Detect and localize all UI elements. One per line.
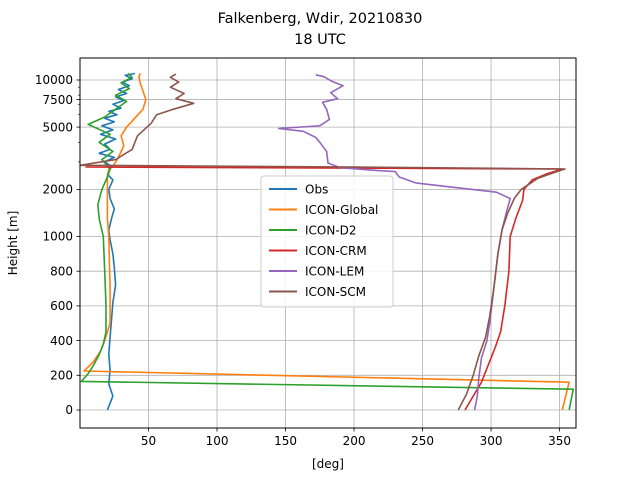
y-axis-ticks: 0 200 400 600 800 1000 2000 5000 7500 10000 bbox=[35, 73, 80, 417]
x-axis-label: [deg] bbox=[312, 457, 344, 471]
legend-label-icon-d2: ICON-D2 bbox=[305, 223, 357, 237]
x-tick-label: 50 bbox=[141, 434, 156, 448]
x-axis-ticks: 50 100 150 200 250 300 350 bbox=[141, 428, 571, 448]
legend: Obs ICON-Global ICON-D2 ICON-CRM ICON-LEM ICO… bbox=[260, 175, 394, 308]
y-tick-label: 200 bbox=[50, 369, 73, 383]
y-tick-label: 600 bbox=[50, 299, 73, 313]
legend-label-icon-crm: ICON-CRM bbox=[305, 244, 367, 258]
plot-frame bbox=[79, 57, 577, 429]
x-tick-label: 200 bbox=[343, 434, 366, 448]
x-tick-label: 250 bbox=[411, 434, 434, 448]
y-tick-label: 1000 bbox=[42, 230, 73, 244]
chart-subtitle: 18 UTC bbox=[294, 32, 346, 48]
y-tick-label: 0 bbox=[65, 403, 73, 417]
legend-label-icon-global: ICON-Global bbox=[305, 203, 378, 217]
y-tick-label: 10000 bbox=[35, 73, 73, 87]
chart-title: Falkenberg, Wdir, 20210830 bbox=[218, 11, 423, 27]
series-lines bbox=[80, 72, 575, 411]
y-axis-label: Height [m] bbox=[6, 211, 20, 276]
series-line-icon-scm bbox=[80, 73, 566, 411]
y-tick-label: 7500 bbox=[42, 93, 73, 107]
x-tick-label: 150 bbox=[274, 434, 297, 448]
y-tick-label: 800 bbox=[50, 264, 73, 278]
y-tick-label: 5000 bbox=[42, 120, 73, 134]
y-tick-label: 400 bbox=[50, 334, 73, 348]
series-line-obs bbox=[98, 72, 135, 411]
series-line-icon-d2 bbox=[80, 72, 575, 411]
y-tick-label: 2000 bbox=[42, 183, 73, 197]
legend-label-obs: Obs bbox=[305, 182, 328, 196]
x-tick-label: 300 bbox=[480, 434, 503, 448]
x-tick-label: 100 bbox=[206, 434, 229, 448]
x-tick-label: 350 bbox=[548, 434, 571, 448]
legend-label-icon-lem: ICON-LEM bbox=[305, 264, 364, 278]
legend-label-icon-scm: ICON-SCM bbox=[305, 285, 366, 299]
